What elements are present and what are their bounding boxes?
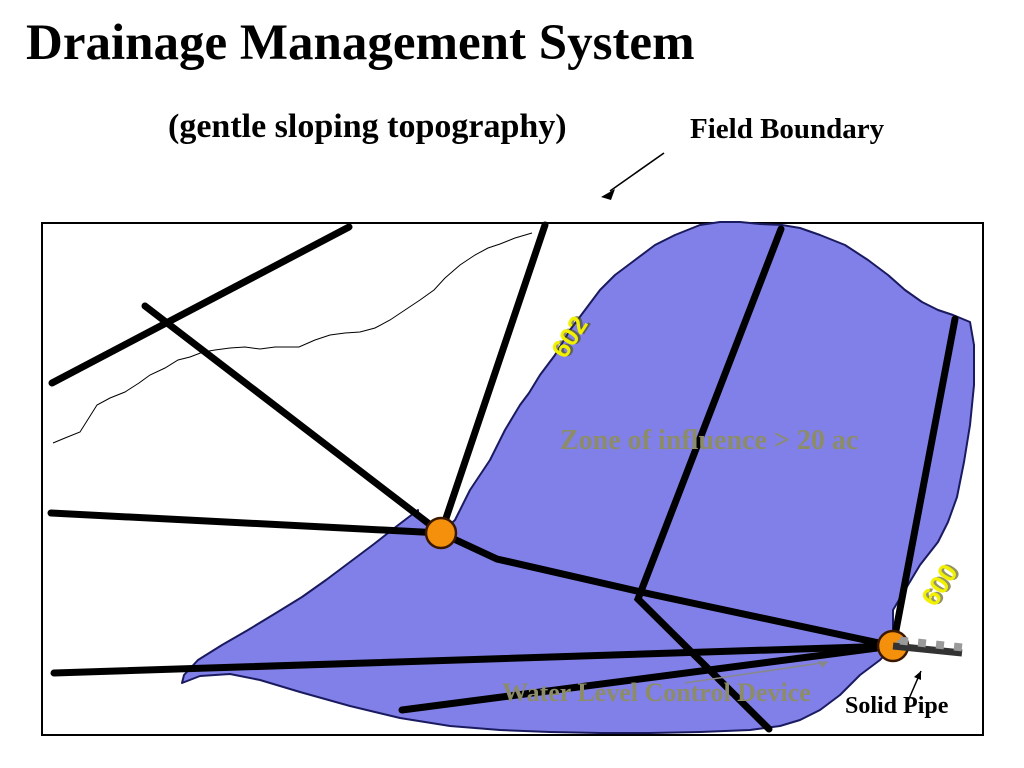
svg-text:600: 600 [915,559,964,612]
